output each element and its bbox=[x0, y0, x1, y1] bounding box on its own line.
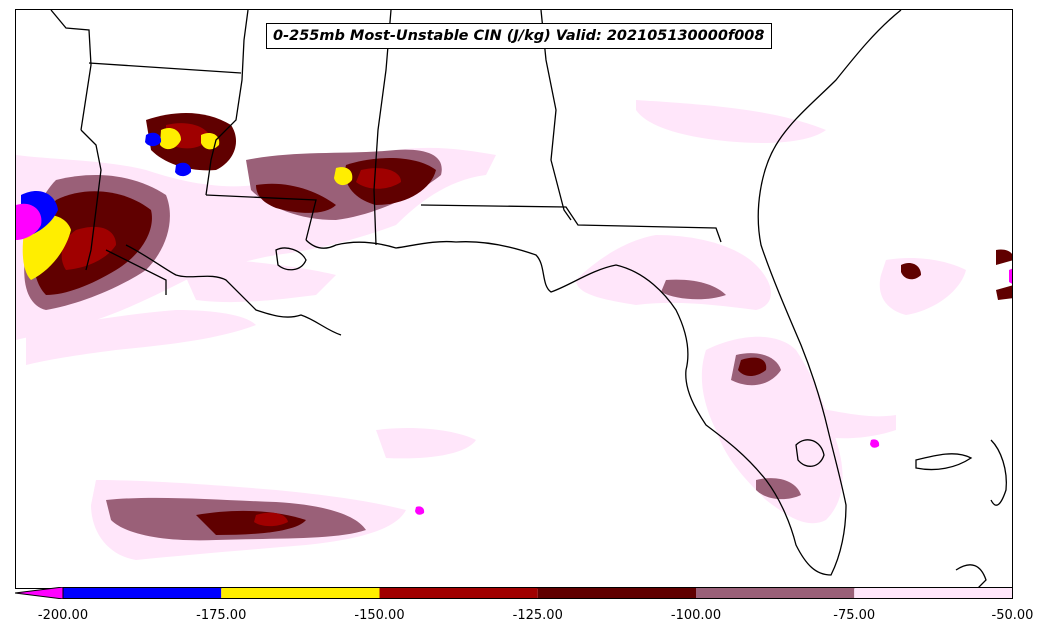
colorbar bbox=[15, 587, 1013, 599]
colorbar-bin bbox=[221, 587, 380, 599]
colorbar-tick-label: -50.00 bbox=[991, 608, 1034, 623]
colorbar-tick-label: -200.00 bbox=[37, 608, 89, 623]
colorbar-tick-label: -175.00 bbox=[196, 608, 247, 623]
map-panel: 0-255mb Most-Unstable CIN (J/kg) Valid: … bbox=[15, 9, 1013, 589]
cin-field-magenta bbox=[16, 203, 1012, 515]
colorbar-under-extension bbox=[15, 587, 64, 599]
cin-field-red bbox=[61, 123, 401, 527]
colorbar-tick-label: -125.00 bbox=[512, 608, 563, 623]
cin-map bbox=[16, 10, 1012, 588]
colorbar-bin bbox=[379, 587, 538, 599]
state-borders bbox=[50, 10, 722, 295]
cin-field-light bbox=[16, 100, 966, 560]
colorbar-outline bbox=[62, 587, 1013, 599]
colorbar-bin bbox=[537, 587, 696, 599]
colorbar-bin bbox=[854, 587, 1013, 599]
colorbar-bin bbox=[696, 587, 855, 599]
map-title: 0-255mb Most-Unstable CIN (J/kg) Valid: … bbox=[266, 23, 772, 49]
coastline bbox=[125, 10, 1007, 588]
colorbar-bin bbox=[63, 587, 222, 599]
colorbar-tick-label: -75.00 bbox=[833, 608, 876, 623]
colorbar-tick-label: -150.00 bbox=[354, 608, 405, 623]
colorbar-tick-label: -100.00 bbox=[670, 608, 722, 623]
